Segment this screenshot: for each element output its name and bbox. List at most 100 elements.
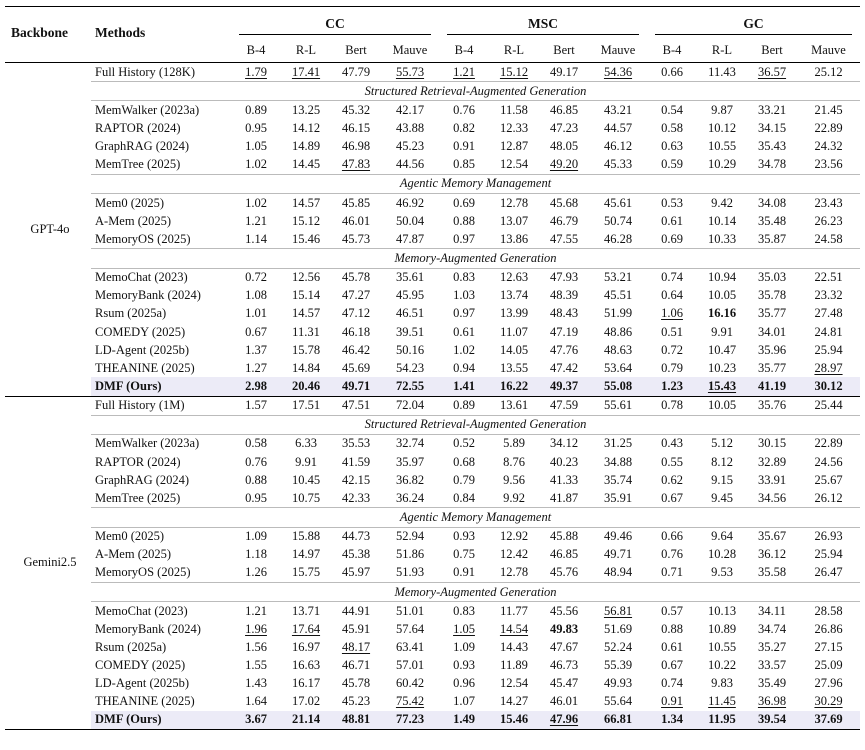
metric-value-text: 0.61 bbox=[661, 639, 683, 654]
metric-value-text: 47.19 bbox=[549, 324, 579, 339]
metric-value: 72.55 bbox=[381, 377, 439, 397]
metric-value-text: 42.33 bbox=[341, 490, 371, 505]
metric-value: 0.75 bbox=[439, 546, 489, 564]
metric-value-text: 10.55 bbox=[707, 639, 737, 654]
metric-value-text: 0.91 bbox=[453, 139, 475, 154]
metric-value-text: 50.16 bbox=[395, 342, 425, 357]
metric-value-text: 11.45 bbox=[708, 694, 736, 709]
metric-value: 35.77 bbox=[747, 359, 797, 377]
method-name: A-Mem (2025) bbox=[95, 213, 172, 228]
metric-value: 26.86 bbox=[797, 620, 860, 638]
metric-value-text: 0.54 bbox=[661, 102, 683, 117]
metric-value: 48.63 bbox=[589, 341, 647, 359]
metric-value: 1.09 bbox=[231, 527, 281, 546]
metric-value: 72.04 bbox=[381, 396, 439, 415]
metric-value: 10.55 bbox=[697, 138, 747, 156]
table-row: MemoChat (2023) 1.21 13.71 44.91 51.01 0.83 11… bbox=[5, 602, 860, 621]
metric-value-text: 40.23 bbox=[549, 454, 579, 469]
metric-value: 11.07 bbox=[489, 323, 539, 341]
method-name: MemWalker (2023a) bbox=[95, 102, 200, 117]
metric-value: 0.71 bbox=[647, 564, 697, 583]
metric-value-text: 46.85 bbox=[549, 102, 579, 117]
metric-value: 49.83 bbox=[539, 620, 589, 638]
methods-column-header: Methods bbox=[91, 6, 231, 63]
metric-value-text: 45.78 bbox=[341, 270, 371, 285]
metric-value-text: 11.43 bbox=[708, 64, 736, 79]
metric-value: 12.78 bbox=[489, 193, 539, 212]
method-name: RAPTOR (2024) bbox=[95, 454, 181, 469]
metric-value-text: 47.79 bbox=[341, 64, 371, 79]
metric-header-cc-bert: Bert bbox=[331, 38, 381, 63]
method-name: LD-Agent (2025b) bbox=[95, 676, 190, 691]
metric-value-text: 1.06 bbox=[661, 306, 683, 321]
metric-value-text: 45.91 bbox=[341, 621, 371, 636]
metric-value: 0.54 bbox=[647, 101, 697, 120]
metric-value-text: 75.42 bbox=[395, 694, 425, 709]
metric-value: 0.95 bbox=[231, 489, 281, 508]
metric-value: 35.03 bbox=[747, 268, 797, 287]
metric-value-text: 1.55 bbox=[245, 658, 267, 673]
metric-value: 53.21 bbox=[589, 268, 647, 287]
metric-value-text: 31.25 bbox=[603, 436, 633, 451]
table-row: MemoryBank (2024) 1.96 17.64 45.91 57.64 1.05… bbox=[5, 620, 860, 638]
metric-value-text: 1.41 bbox=[453, 378, 475, 393]
metric-value-text: 34.15 bbox=[757, 120, 787, 135]
metric-value-text: 10.05 bbox=[707, 398, 737, 413]
method-name: DMF (Ours) bbox=[91, 377, 231, 397]
metric-value-text: 47.87 bbox=[395, 231, 425, 246]
metric-value: 25.94 bbox=[797, 546, 860, 564]
metric-value: 30.15 bbox=[747, 434, 797, 453]
metric-value: 30.29 bbox=[797, 693, 860, 711]
metric-value-text: 1.05 bbox=[453, 621, 475, 636]
metric-value: 0.79 bbox=[647, 359, 697, 377]
metric-value-text: 24.56 bbox=[814, 454, 843, 469]
metric-value: 0.91 bbox=[439, 138, 489, 156]
metric-value-text: 0.59 bbox=[661, 157, 683, 172]
metric-value: 44.57 bbox=[589, 119, 647, 137]
metric-value-text: 9.83 bbox=[711, 676, 733, 691]
metric-value-text: 35.77 bbox=[757, 306, 787, 321]
metric-value-text: 35.91 bbox=[603, 490, 633, 505]
metric-value: 47.76 bbox=[539, 341, 589, 359]
metric-value: 45.91 bbox=[331, 620, 381, 638]
metric-value: 10.89 bbox=[697, 620, 747, 638]
metric-value-text: 24.58 bbox=[814, 231, 843, 246]
metric-value: 27.15 bbox=[797, 638, 860, 656]
metric-value-text: 66.81 bbox=[603, 712, 633, 727]
metric-value-text: 46.98 bbox=[341, 139, 371, 154]
metric-value-text: 0.94 bbox=[453, 360, 475, 375]
table-row: MemoryOS (2025) 1.14 15.46 45.73 47.87 0.97 13… bbox=[5, 230, 860, 249]
metric-value-text: 0.85 bbox=[453, 157, 475, 172]
metric-value-text: 0.69 bbox=[661, 231, 683, 246]
metric-value-text: 45.78 bbox=[341, 676, 371, 691]
metric-value-text: 15.14 bbox=[291, 288, 321, 303]
metric-value: 0.43 bbox=[647, 434, 697, 453]
metric-value-text: 45.85 bbox=[341, 195, 371, 210]
metric-value-text: 9.53 bbox=[711, 565, 733, 580]
metric-value: 48.81 bbox=[331, 710, 381, 731]
metric-value: 49.71 bbox=[589, 546, 647, 564]
metric-value-text: 72.55 bbox=[395, 378, 425, 393]
metric-value-text: 1.09 bbox=[453, 639, 475, 654]
method-name: MemoryOS (2025) bbox=[95, 565, 191, 580]
metric-value-text: 1.01 bbox=[245, 306, 267, 321]
metric-value: 33.57 bbox=[747, 657, 797, 675]
metric-value: 47.83 bbox=[331, 156, 381, 175]
metric-value-text: 34.11 bbox=[758, 603, 786, 618]
metric-value: 52.24 bbox=[589, 638, 647, 656]
metric-value: 14.57 bbox=[281, 193, 331, 212]
metric-value-text: 12.54 bbox=[499, 676, 529, 691]
metric-value: 47.23 bbox=[539, 119, 589, 137]
metric-value-text: 1.02 bbox=[453, 342, 475, 357]
metric-value: 51.86 bbox=[381, 546, 439, 564]
metric-value-text: 13.99 bbox=[499, 306, 529, 321]
metric-value: 12.87 bbox=[489, 138, 539, 156]
metric-value-text: 34.88 bbox=[603, 454, 633, 469]
metric-value: 17.51 bbox=[281, 396, 331, 415]
method-name: LD-Agent (2025b) bbox=[95, 342, 190, 357]
method-name: A-Mem (2025) bbox=[95, 547, 172, 562]
metric-header-gc-r-l: R-L bbox=[697, 38, 747, 63]
metric-value: 1.64 bbox=[231, 693, 281, 711]
metric-value-text: 45.32 bbox=[341, 102, 371, 117]
table-row: MemWalker (2023a) 0.89 13.25 45.32 42.17 0.76… bbox=[5, 101, 860, 120]
